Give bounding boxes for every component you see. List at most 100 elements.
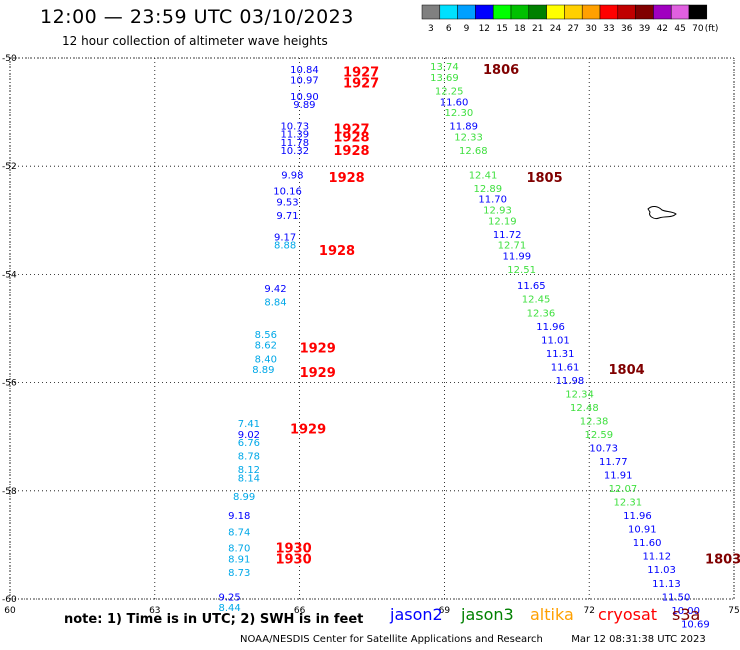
satellite-label-s3a: s3a xyxy=(672,605,701,624)
wave-height-value: 8.88 xyxy=(274,241,296,252)
legend-label: 33 xyxy=(603,24,614,34)
pass-time-label: 1930 xyxy=(275,542,311,557)
satellite-label-cryosat: cryosat xyxy=(598,605,658,624)
pass-time-label: 1806 xyxy=(483,63,519,78)
wave-height-value: 8.40 xyxy=(255,354,277,365)
legend-swatch xyxy=(688,4,708,20)
legend-label: 24 xyxy=(550,24,562,34)
wave-height-value: 6.76 xyxy=(238,438,260,449)
wave-height-value: 11.03 xyxy=(647,565,676,576)
wave-height-value: 11.96 xyxy=(623,511,652,522)
wave-height-value: 12.59 xyxy=(585,430,614,441)
wave-height-value: 12.31 xyxy=(613,498,642,509)
pass-time-label: 1927 xyxy=(343,76,379,91)
wave-height-value: 8.62 xyxy=(255,341,277,352)
wave-height-value: 11.31 xyxy=(546,349,575,360)
wave-height-value: 10.84 xyxy=(290,65,319,76)
longitude-tick-label: 66 xyxy=(294,606,306,616)
wave-height-value: 8.14 xyxy=(238,473,260,484)
pass-time-label: 1929 xyxy=(300,366,336,381)
legend-label: 39 xyxy=(639,24,651,34)
pass-time-label: 1929 xyxy=(300,341,336,356)
wave-height-value: 9.42 xyxy=(264,284,286,295)
legend-label: 12 xyxy=(479,24,490,34)
wave-height-value: 8.99 xyxy=(233,492,255,503)
latitude-tick-label: -54 xyxy=(2,270,17,280)
pass-time-label: 1929 xyxy=(290,423,326,438)
legend-label: 15 xyxy=(496,24,507,34)
wave-height-value: 8.74 xyxy=(228,527,250,538)
pass-time-label: 1927 xyxy=(333,122,369,137)
wave-height-value: 11.70 xyxy=(478,195,507,206)
color-legend: 3 6 9 12 15 18 21 24 27 30 33 36 39 42 45 70 (ft) xyxy=(421,4,719,34)
wave-height-value: 8.56 xyxy=(255,330,277,341)
legend-label: 36 xyxy=(621,24,633,34)
wave-height-value: 10.16 xyxy=(273,187,302,198)
generated-timestamp: Mar 12 08:31:38 UTC 2023 xyxy=(571,634,706,645)
pass-time-label: 1928 xyxy=(319,244,355,259)
longitude-tick-label: 63 xyxy=(149,606,160,616)
wave-height-value: 8.12 xyxy=(238,465,260,476)
legend-label: 18 xyxy=(514,24,526,34)
wave-height-value: 11.39 xyxy=(280,130,309,141)
wave-height-value: 10.73 xyxy=(589,444,618,455)
legend-label: 3 xyxy=(428,24,434,34)
longitude-tick-label: 75 xyxy=(728,606,739,616)
longitude-tick-label: 69 xyxy=(439,606,451,616)
page-title: 12:00 — 23:59 UTC 03/10/2023 xyxy=(40,6,354,28)
wave-height-value: 9.02 xyxy=(238,430,260,441)
wave-height-value: 9.53 xyxy=(276,197,298,208)
wave-height-value: 12.93 xyxy=(483,205,512,216)
wave-height-value: 9.71 xyxy=(276,211,298,222)
wave-height-value: 11.98 xyxy=(556,376,585,387)
pass-time-label: 1930 xyxy=(275,552,311,567)
wave-height-value: 9.25 xyxy=(218,592,240,603)
wave-height-value: 11.60 xyxy=(633,538,662,549)
wave-height-value: 11.89 xyxy=(449,122,478,133)
wave-height-value: 8.84 xyxy=(264,297,286,308)
satellite-label-altika: altika xyxy=(530,605,574,624)
wave-height-value: 11.01 xyxy=(541,335,570,346)
credit-text: NOAA/NESDIS Center for Satellite Applica… xyxy=(240,634,543,645)
wave-height-value: 8.78 xyxy=(238,452,260,463)
latitude-tick-label: -50 xyxy=(2,54,17,64)
wave-height-value: 12.45 xyxy=(522,295,551,306)
wave-height-value: 12.41 xyxy=(469,170,498,181)
wave-height-value: 8.73 xyxy=(228,568,250,579)
wave-height-value: 11.50 xyxy=(662,592,691,603)
legend-label: 45 xyxy=(674,24,685,34)
pass-time-label: 1803 xyxy=(705,552,740,567)
legend-label: 42 xyxy=(657,24,668,34)
wave-height-value: 11.78 xyxy=(280,138,309,149)
wave-height-value: 12.34 xyxy=(565,389,594,400)
pass-time-label: 1804 xyxy=(609,363,645,378)
wave-height-value: 11.96 xyxy=(536,322,565,333)
wave-height-value: 10.32 xyxy=(280,146,309,157)
latitude-tick-label: -52 xyxy=(2,162,17,172)
wave-height-value: 8.91 xyxy=(228,554,250,565)
wave-height-value: 12.71 xyxy=(498,241,527,252)
wave-height-value: 12.19 xyxy=(488,216,517,227)
pass-time-label: 1928 xyxy=(333,130,369,145)
wave-height-value: 9.18 xyxy=(228,511,250,522)
wave-height-value: 12.38 xyxy=(580,416,609,427)
pass-time-label: 1927 xyxy=(343,66,379,81)
satellite-label-jason2: jason2 xyxy=(390,605,443,624)
legend-unit: (ft) xyxy=(705,24,719,34)
satellite-label-jason3: jason3 xyxy=(461,605,514,624)
wave-height-value: 11.99 xyxy=(502,251,531,262)
wave-height-value: 12.36 xyxy=(527,308,556,319)
wave-height-value: 7.41 xyxy=(238,419,260,430)
wave-height-value: 11.13 xyxy=(652,579,681,590)
wave-height-value: 11.61 xyxy=(551,362,580,373)
wave-height-value: 10.00 xyxy=(671,606,700,617)
wave-height-value: 11.72 xyxy=(493,230,522,241)
wave-height-value: 9.89 xyxy=(293,100,315,111)
page-subtitle: 12 hour collection of altimeter wave hei… xyxy=(62,34,328,48)
credit-line: NOAA/NESDIS Center for Satellite Applica… xyxy=(240,634,706,645)
legend-label: 6 xyxy=(446,24,452,34)
wave-height-value: 10.91 xyxy=(628,525,657,536)
wave-height-value: 10.90 xyxy=(290,92,319,103)
